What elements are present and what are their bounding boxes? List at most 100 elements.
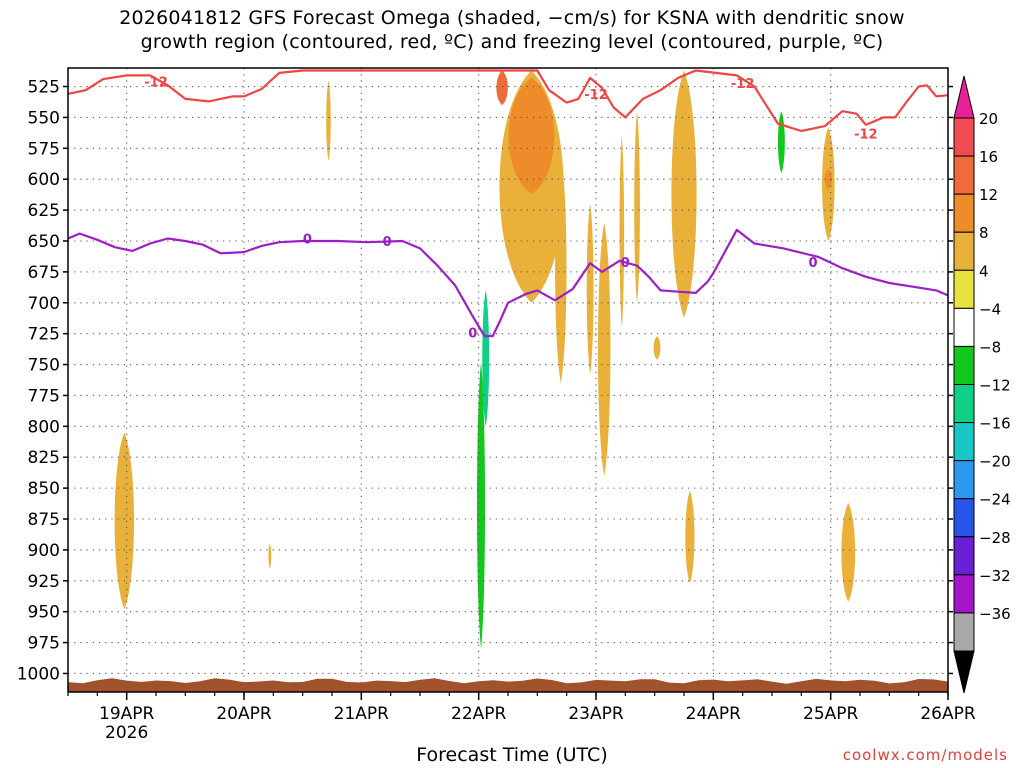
- shaded-region-21: [610, 527, 617, 631]
- y-tick-label-15: 900: [28, 541, 60, 561]
- colorbar-tick-label-5: −4: [979, 300, 1001, 318]
- shaded-region-31: [841, 502, 856, 602]
- title-line-2: growth region (contoured, red, ºC) and f…: [140, 31, 884, 53]
- dgz-contour-label-3: -12: [854, 127, 878, 142]
- shaded-region-28: [777, 111, 785, 174]
- shaded-region-20: [634, 111, 640, 303]
- shaded-region-24: [653, 336, 661, 360]
- colorbar-bottom-arrow: [953, 650, 975, 694]
- x-tick-label-5: 24APR: [686, 704, 742, 724]
- y-tick-label-3: 600: [28, 170, 60, 190]
- colorbar-tick-label-13: −36: [979, 605, 1011, 623]
- y-tick-label-10: 775: [28, 386, 60, 406]
- colorbar-swatch-6: [953, 345, 975, 385]
- axes: 525 550 575 600 625 650 675 700 725 750 775 800 825 8…: [17, 67, 976, 743]
- freezing-contour-label-4: 0: [809, 256, 818, 271]
- y-tick-label-18: 975: [28, 634, 60, 654]
- source-credit: coolwx.com/models: [842, 746, 1008, 764]
- y-tick-label-12: 825: [28, 448, 60, 468]
- y-tick-label-16: 925: [28, 572, 60, 592]
- shaded-region-30: [824, 169, 832, 190]
- chart-title: 2026041812 GFS Forecast Omega (shaded, −…: [0, 6, 1024, 54]
- shaded-region-12: [509, 407, 519, 511]
- shaded-region-26: [708, 617, 719, 671]
- freezing-contour-line: [68, 228, 948, 338]
- x-tick-label-1: 20APR: [216, 704, 272, 724]
- colorbar-swatch-5: [953, 307, 975, 347]
- colorbar-tick-label-6: −8: [979, 338, 1001, 356]
- y-tick-label-19: 1000: [17, 664, 60, 684]
- colorbar-swatch-11: [953, 536, 975, 576]
- shaded-region-15: [496, 70, 508, 106]
- freezing-contour-label-0: 0: [303, 233, 312, 248]
- colorbar-top-arrow: [953, 75, 975, 119]
- y-tick-label-0: 525: [28, 78, 60, 98]
- dgz-contour-label-2: -12: [731, 77, 755, 92]
- y-tick-label-13: 850: [28, 479, 60, 499]
- x-tick-sublabel-0: 2026: [105, 723, 148, 743]
- y-tick-label-1: 550: [28, 108, 60, 128]
- shaded-region-0: [114, 432, 135, 610]
- contour-lines: -12 -12 -12 -12 0 0 0 0 0: [68, 69, 948, 341]
- colorbar-swatch-0: [953, 117, 975, 157]
- shaded-region-18: [597, 222, 611, 476]
- colorbar-tick-label-3: 8: [979, 224, 989, 242]
- shaded-region-4: [268, 543, 272, 569]
- shaded-region-17: [586, 203, 594, 375]
- colorbar-tick-label-9: −20: [979, 453, 1011, 471]
- colorbar-tick-label-0: 20: [979, 110, 998, 128]
- y-tick-label-8: 725: [28, 325, 60, 345]
- x-tick-label-3: 22APR: [451, 704, 507, 724]
- colorbar-tick-label-7: −12: [979, 377, 1011, 395]
- freezing-contour-label-1: 0: [383, 235, 392, 250]
- x-tick-label-4: 23APR: [568, 704, 624, 724]
- colorbar-swatch-1: [953, 155, 975, 195]
- colorbar-swatch-12: [953, 574, 975, 614]
- shaded-region-23: [671, 70, 697, 318]
- x-tick-label-7: 26APR: [920, 704, 976, 724]
- shaded-region-25: [685, 490, 695, 584]
- dgz-contour-label-0: -12: [144, 76, 168, 91]
- y-tick-label-17: 950: [28, 603, 60, 623]
- colorbar-swatch-7: [953, 384, 975, 424]
- shaded-region-11: [482, 290, 490, 427]
- freezing-contour-label-3: 0: [621, 256, 630, 271]
- y-tick-label-5: 650: [28, 232, 60, 252]
- colorbar-swatch-10: [953, 498, 975, 538]
- y-tick-label-14: 875: [28, 510, 60, 530]
- x-tick-label-6: 25APR: [803, 704, 859, 724]
- y-tick-label-9: 750: [28, 356, 60, 376]
- colorbar-swatch-2: [953, 193, 975, 233]
- colorbar-tick-label-2: 12: [979, 186, 998, 204]
- y-tick-label-11: 800: [28, 417, 60, 437]
- shaded-region-7: [433, 70, 447, 159]
- y-tick-label-6: 675: [28, 263, 60, 283]
- colorbar-swatch-4: [953, 269, 975, 309]
- colorbar-tick-label-4: 4: [979, 262, 989, 280]
- x-tick-label-0: 19APR: [99, 704, 155, 724]
- shaded-region-3: [266, 216, 275, 411]
- terrain-surface: [68, 678, 948, 692]
- shaded-region-6: [113, 179, 117, 244]
- y-tick-label-7: 700: [28, 294, 60, 314]
- dgz-contour-label-1: -12: [584, 88, 608, 103]
- colorbar-swatch-3: [953, 231, 975, 271]
- colorbar-swatch-13: [953, 612, 975, 652]
- y-tick-label-4: 625: [28, 201, 60, 221]
- title-line-1: 2026041812 GFS Forecast Omega (shaded, −…: [119, 7, 905, 29]
- colorbar-tick-label-12: −32: [979, 567, 1011, 585]
- shaded-region-14: [508, 77, 555, 195]
- x-axis-label: Forecast Time (UTC): [416, 744, 608, 766]
- shaded-region-2: [211, 70, 219, 223]
- shaded-region-1: [198, 70, 201, 106]
- colorbar-tick-label-1: 16: [979, 148, 998, 166]
- y-tick-label-2: 575: [28, 139, 60, 159]
- omega-shading: [113, 70, 856, 686]
- shaded-region-19: [619, 135, 625, 328]
- colorbar-tick-label-8: −16: [979, 415, 1011, 433]
- colorbar-swatch-8: [953, 422, 975, 462]
- dgz-contour-line: [68, 69, 948, 133]
- shaded-region-8: [460, 144, 470, 427]
- shaded-region-5: [326, 80, 331, 161]
